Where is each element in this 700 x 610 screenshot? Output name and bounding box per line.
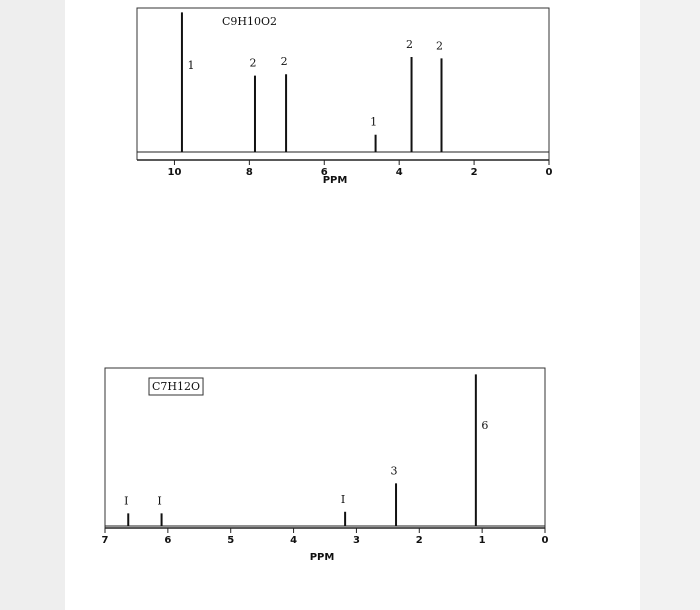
scan-page: [65, 0, 640, 610]
integral-label: I: [157, 494, 161, 507]
x-tick-label: 5: [227, 535, 234, 546]
x-axis-label: PPM: [323, 175, 348, 186]
frame: [136, 7, 550, 160]
x-tick-label: 4: [290, 535, 297, 546]
x-tick-label: 6: [164, 535, 171, 546]
x-tick-label: 2: [416, 535, 423, 546]
x-axis-label: PPM: [310, 552, 335, 563]
x-tick-label: 10: [167, 167, 181, 178]
x-tick-label: 1: [479, 535, 486, 546]
chart-title: C9H10O2: [222, 15, 277, 28]
x-tick-label: 2: [471, 167, 478, 178]
scan-edge: [0, 0, 65, 610]
title-box: [148, 377, 204, 396]
integral-label: I: [124, 494, 128, 507]
chart-title: C7H12O: [152, 380, 200, 393]
integral-label: 3: [391, 464, 398, 477]
integral-label: 2: [281, 55, 288, 68]
x-tick-label: 3: [353, 535, 360, 546]
integral-label: 2: [436, 39, 443, 52]
x-tick-label: 0: [542, 535, 549, 546]
x-tick-label: 6: [321, 167, 328, 178]
x-tick-label: 0: [546, 167, 553, 178]
x-tick-label: 4: [396, 167, 403, 178]
integral-label: 1: [370, 116, 377, 129]
integral-label: 6: [481, 419, 488, 432]
scan-edge: [640, 0, 700, 610]
integral-label: 1: [187, 59, 194, 72]
x-tick-label: 7: [102, 535, 109, 546]
integral-label: 2: [406, 38, 413, 51]
integral-label: 2: [249, 57, 256, 70]
frame: [104, 367, 546, 528]
integral-label: I: [341, 493, 345, 506]
x-tick-label: 8: [246, 167, 253, 178]
